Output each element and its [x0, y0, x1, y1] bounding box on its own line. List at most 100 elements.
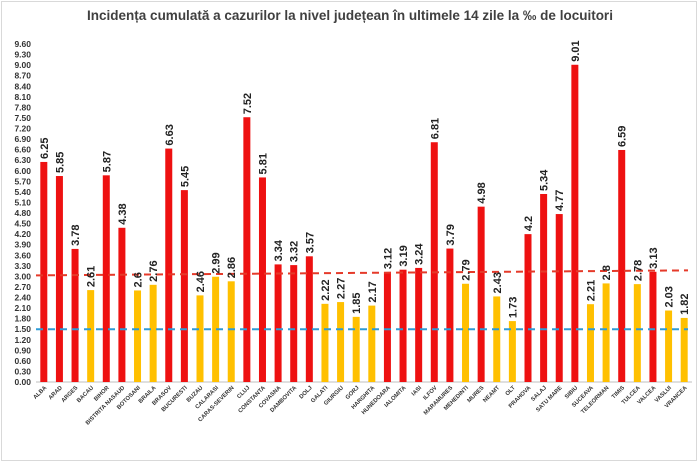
value-label: 2.8 — [601, 265, 613, 280]
value-label: 2.76 — [148, 260, 160, 281]
value-label: 2.22 — [320, 279, 332, 300]
y-tick-label: 4.20 — [14, 229, 31, 239]
bar-tulcea — [633, 284, 641, 382]
value-label: 3.19 — [398, 245, 410, 266]
bar-arad — [55, 176, 63, 382]
y-tick-label: 5.10 — [14, 197, 31, 207]
bar-timis — [618, 149, 626, 382]
value-label: 2.27 — [336, 278, 348, 299]
value-label: 6.25 — [39, 138, 51, 159]
y-tick-label: 0.30 — [14, 366, 31, 376]
value-label: 3.24 — [414, 243, 426, 265]
value-label: 4.98 — [476, 182, 488, 203]
y-tick-label: 3.30 — [14, 261, 31, 271]
value-label: 3.79 — [445, 224, 457, 245]
value-labels: 6.255.85 3.78 2.61 5.87 4.38 2.6 2.76 6.63 5.45 2… — [39, 40, 691, 318]
bar-covasna — [274, 264, 282, 382]
y-tick-label: 8.40 — [14, 81, 31, 91]
bar-hunedoara — [383, 272, 391, 382]
value-label: 6.59 — [617, 126, 629, 147]
bar-olt — [508, 321, 516, 382]
value-label: 3.12 — [382, 248, 394, 269]
value-label: 2.17 — [367, 281, 379, 302]
value-label: 7.52 — [242, 93, 254, 114]
value-label: 3.13 — [648, 247, 660, 268]
bar-harghita — [368, 305, 376, 382]
bar-arges — [71, 248, 79, 382]
value-label: 3.32 — [289, 241, 301, 262]
threshold-lines — [35, 269, 689, 331]
value-label: 2.79 — [461, 259, 473, 280]
value-label: 4.2 — [523, 216, 535, 231]
y-tick-label: 9.00 — [14, 60, 31, 70]
bar-ialomita — [399, 269, 407, 382]
bar-sibiu — [571, 64, 579, 382]
bar-suceava — [586, 304, 594, 382]
bar-caras-severin — [227, 281, 235, 382]
y-tick-label: 4.80 — [14, 208, 31, 218]
y-axis: 0.000.300.600.901.201.501.802.102.402.70… — [14, 39, 692, 387]
value-label: 3.34 — [273, 239, 285, 261]
bar-bacau — [87, 290, 95, 382]
y-tick-label: 2.40 — [14, 293, 31, 303]
y-tick-label: 8.70 — [14, 71, 31, 81]
bars — [40, 64, 688, 382]
y-tick-label: 4.50 — [14, 219, 31, 229]
y-tick-label: 0.90 — [14, 345, 31, 355]
value-label: 2.46 — [195, 271, 207, 292]
bar-valcea — [649, 271, 657, 382]
bar-mehedinti — [462, 283, 470, 382]
bar-mures — [477, 206, 485, 382]
category-label: OLT — [505, 385, 517, 397]
value-label: 2.03 — [664, 286, 676, 307]
value-label: 5.34 — [539, 169, 551, 191]
y-tick-label: 1.80 — [14, 314, 31, 324]
y-tick-label: 8.10 — [14, 92, 31, 102]
value-label: 2.21 — [585, 280, 597, 301]
y-tick-label: 3.60 — [14, 250, 31, 260]
value-label: 2.86 — [226, 257, 238, 278]
value-label: 2.43 — [492, 272, 504, 293]
bar-cluj — [243, 117, 251, 382]
value-label: 4.77 — [554, 190, 566, 211]
bar-gorj — [352, 316, 360, 382]
bar-alba — [40, 161, 48, 382]
y-tick-label: 7.50 — [14, 113, 31, 123]
bar-bucuresti — [180, 190, 188, 382]
y-tick-label: 6.30 — [14, 155, 31, 165]
bar-prahova — [524, 234, 532, 382]
bar-dambovita — [290, 265, 298, 382]
y-tick-label: 9.60 — [14, 39, 31, 49]
value-label: 1.82 — [679, 293, 691, 314]
y-tick-label: 2.70 — [14, 282, 31, 292]
y-tick-label: 0.60 — [14, 356, 31, 366]
value-label: 1.73 — [507, 297, 519, 318]
value-label: 3.78 — [70, 224, 82, 245]
y-tick-label: 7.20 — [14, 124, 31, 134]
y-tick-label: 5.40 — [14, 187, 31, 197]
value-label: 3.57 — [304, 232, 316, 253]
red-threshold-line — [35, 269, 689, 277]
category-label: NEAMT — [482, 385, 501, 404]
bar-galati — [321, 303, 329, 382]
value-label: 9.01 — [570, 40, 582, 61]
bar-ilfov — [430, 142, 438, 382]
chart-title: Incidența cumulată a cazurilor la nivel … — [87, 8, 613, 23]
y-tick-label: 3.00 — [14, 271, 31, 281]
category-label: ALBA — [33, 385, 49, 401]
y-tick-label: 2.10 — [14, 303, 31, 313]
bar-salaj — [540, 193, 548, 382]
category-label: IASI — [411, 385, 423, 397]
value-label: 6.81 — [429, 118, 441, 139]
bar-bistrita-nasaud — [118, 227, 126, 382]
y-tick-label: 3.90 — [14, 240, 31, 250]
bar-dolj — [305, 256, 313, 382]
value-label: 4.38 — [117, 203, 129, 224]
value-label: 2.99 — [211, 252, 223, 273]
bar-satu-mare — [555, 214, 563, 382]
value-label: 2.78 — [632, 260, 644, 281]
value-label: 6.63 — [164, 124, 176, 145]
